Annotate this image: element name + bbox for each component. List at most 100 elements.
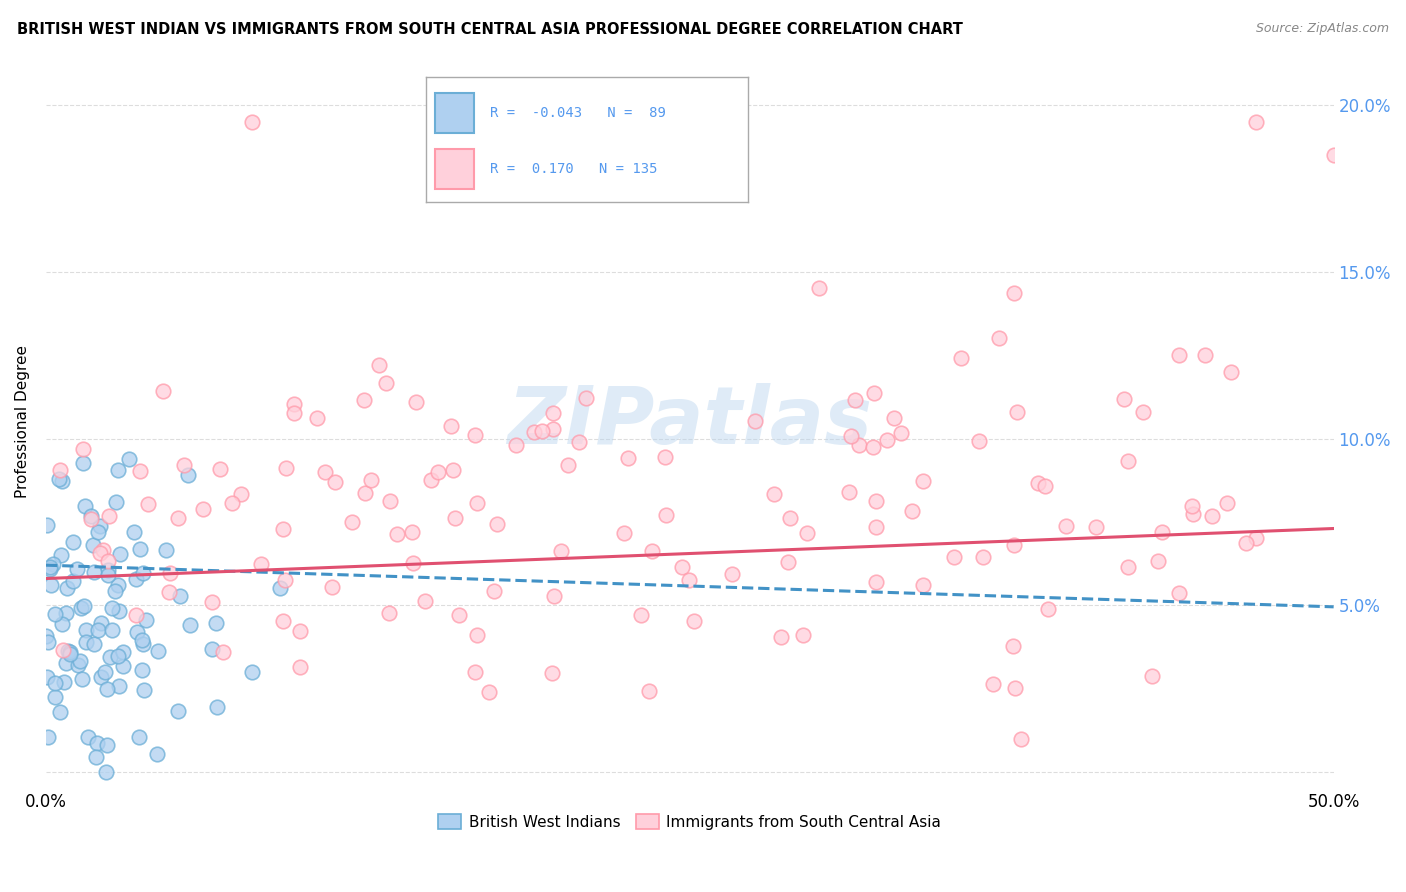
Point	[972, 550, 994, 565]
Point	[35, 670, 58, 684]
Point	[69, 601, 91, 615]
Point	[1116, 559, 1139, 574]
Point	[465, 496, 488, 510]
Point	[792, 628, 814, 642]
Point	[124, 607, 146, 622]
Point	[104, 495, 127, 509]
Point	[807, 281, 830, 295]
Point	[439, 419, 461, 434]
Point	[557, 458, 579, 473]
Point	[35, 518, 58, 533]
Point	[112, 645, 135, 659]
Point	[876, 433, 898, 447]
Point	[763, 487, 786, 501]
Point	[90, 670, 112, 684]
Point	[378, 607, 401, 621]
Point	[465, 628, 488, 642]
Point	[550, 544, 572, 558]
Point	[56, 644, 79, 658]
Point	[374, 376, 396, 390]
Point	[911, 577, 934, 591]
Point	[1323, 148, 1346, 162]
Point	[543, 589, 565, 603]
Point	[283, 396, 305, 410]
Point	[107, 577, 129, 591]
Point	[839, 429, 862, 443]
Point	[1168, 348, 1191, 362]
Point	[94, 764, 117, 779]
Point	[107, 649, 129, 664]
Point	[83, 565, 105, 579]
Point	[89, 545, 111, 559]
Point	[1033, 479, 1056, 493]
Point	[212, 645, 235, 659]
Point	[132, 637, 155, 651]
Point	[890, 425, 912, 440]
Point	[44, 676, 66, 690]
Point	[240, 115, 263, 129]
Point	[177, 467, 200, 482]
Point	[541, 406, 564, 420]
Point	[35, 629, 58, 643]
Point	[796, 525, 818, 540]
Point	[671, 560, 693, 574]
Point	[52, 675, 75, 690]
Point	[486, 516, 509, 531]
Point	[229, 487, 252, 501]
Point	[221, 496, 243, 510]
Point	[865, 494, 887, 508]
Point	[271, 614, 294, 628]
Point	[169, 589, 191, 603]
Point	[638, 684, 661, 698]
Point	[464, 665, 486, 679]
Point	[136, 497, 159, 511]
Point	[75, 635, 97, 649]
Point	[307, 411, 329, 425]
Point	[159, 566, 181, 580]
Point	[862, 385, 884, 400]
Point	[1132, 405, 1154, 419]
Point	[981, 676, 1004, 690]
Point	[1168, 585, 1191, 599]
Point	[97, 563, 120, 577]
Point	[55, 656, 77, 670]
Point	[107, 604, 129, 618]
Point	[129, 542, 152, 557]
Point	[464, 428, 486, 442]
Point	[128, 730, 150, 744]
Point	[911, 474, 934, 488]
Point	[387, 527, 409, 541]
Point	[131, 633, 153, 648]
Point	[125, 572, 148, 586]
Point	[541, 421, 564, 435]
Point	[87, 524, 110, 539]
Point	[441, 462, 464, 476]
Point	[776, 556, 799, 570]
Point	[51, 617, 73, 632]
Point	[744, 414, 766, 428]
Point	[104, 583, 127, 598]
Point	[401, 525, 423, 540]
Point	[323, 475, 346, 489]
Point	[540, 666, 562, 681]
Point	[62, 574, 84, 588]
Point	[380, 493, 402, 508]
Point	[107, 463, 129, 477]
Point	[66, 658, 89, 673]
Point	[568, 435, 591, 450]
Point	[1181, 507, 1204, 521]
Point	[770, 630, 793, 644]
Point	[155, 542, 177, 557]
Point	[353, 392, 375, 407]
Point	[1038, 601, 1060, 615]
Point	[1116, 453, 1139, 467]
Text: BRITISH WEST INDIAN VS IMMIGRANTS FROM SOUTH CENTRAL ASIA PROFESSIONAL DEGREE CO: BRITISH WEST INDIAN VS IMMIGRANTS FROM S…	[17, 22, 963, 37]
Point	[530, 424, 553, 438]
Point	[1004, 681, 1026, 695]
Point	[1005, 405, 1028, 419]
Point	[44, 607, 66, 621]
Point	[55, 581, 77, 595]
Point	[1194, 348, 1216, 362]
Point	[617, 451, 640, 466]
Point	[1002, 286, 1025, 301]
